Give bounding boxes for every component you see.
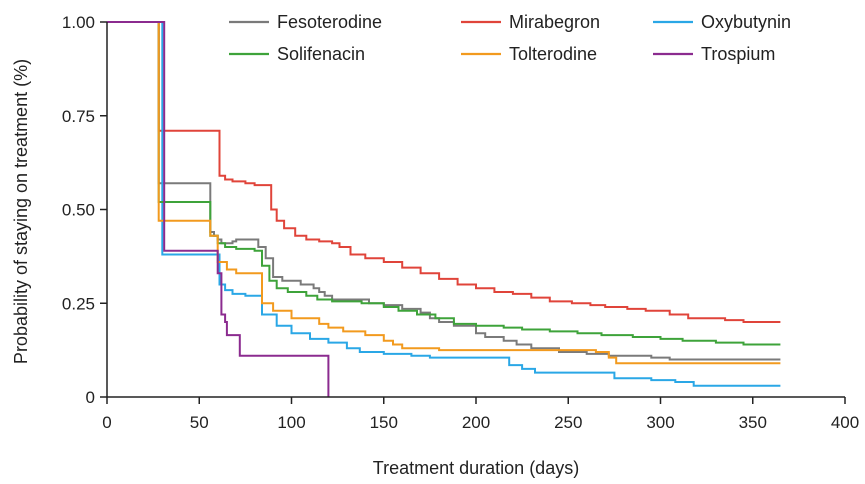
series-line-fesoterodine <box>107 21 781 361</box>
series-line-mirabegron <box>107 21 781 323</box>
series-line-solifenacin <box>107 21 781 346</box>
x-tick-label: 200 <box>462 413 490 432</box>
y-axis-label: Probability of staying on treatment (%) <box>11 59 31 364</box>
legend-label-oxybutynin: Oxybutynin <box>701 12 791 32</box>
y-tick-label: 0.25 <box>62 294 95 313</box>
series-line-tolterodine <box>107 21 781 365</box>
x-axis-label: Treatment duration (days) <box>373 458 579 478</box>
y-tick-label: 0.50 <box>62 201 95 220</box>
legend: Fesoterodine Mirabegron Oxybutynin Solifena… <box>229 12 791 64</box>
y-tick-label: 0 <box>86 388 95 407</box>
legend-label-tolterodine: Tolterodine <box>509 44 597 64</box>
series-layer <box>107 21 781 397</box>
x-tick-label: 300 <box>646 413 674 432</box>
y-tick-label: 0.75 <box>62 107 95 126</box>
axes-layer <box>106 22 845 398</box>
legend-label-fesoterodine: Fesoterodine <box>277 12 382 32</box>
x-tick-label: 100 <box>277 413 305 432</box>
y-ticks: 0 0.25 0.50 0.75 1.00 <box>62 13 107 407</box>
x-tick-label: 350 <box>739 413 767 432</box>
legend-label-trospium: Trospium <box>701 44 775 64</box>
series-line-trospium <box>107 21 330 397</box>
x-tick-label: 50 <box>190 413 209 432</box>
x-tick-label: 400 <box>831 413 859 432</box>
x-ticks: 0 50 100 150 200 250 300 350 400 <box>102 397 859 432</box>
x-tick-label: 250 <box>554 413 582 432</box>
x-tick-label: 150 <box>370 413 398 432</box>
series-line-oxybutynin <box>107 21 781 387</box>
legend-label-mirabegron: Mirabegron <box>509 12 600 32</box>
y-tick-label: 1.00 <box>62 13 95 32</box>
x-tick-label: 0 <box>102 413 111 432</box>
legend-label-solifenacin: Solifenacin <box>277 44 365 64</box>
